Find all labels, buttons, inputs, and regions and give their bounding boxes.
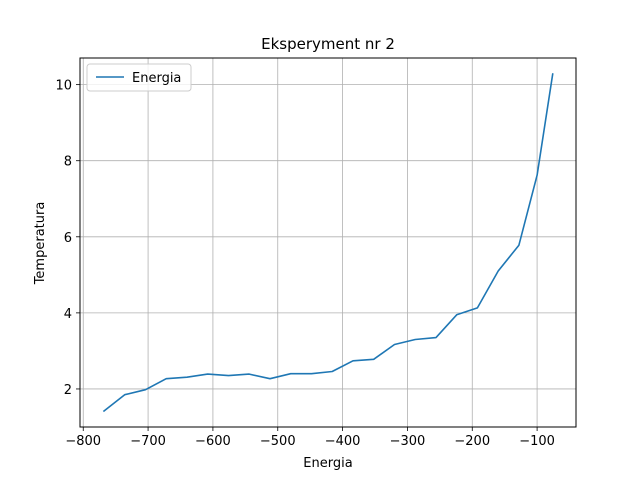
- legend-box: [86, 63, 192, 92]
- x-tick-label: −400: [325, 434, 361, 449]
- x-tick-label: −600: [195, 434, 231, 449]
- x-tick-label: −200: [454, 434, 490, 449]
- x-tick-label: −500: [260, 434, 296, 449]
- y-axis-label: Temperatura: [33, 202, 48, 286]
- plot-area-frame: [79, 57, 577, 428]
- x-tick-label: −300: [390, 434, 426, 449]
- y-tick-label: 4: [64, 307, 72, 322]
- y-tick-label: 2: [64, 383, 72, 398]
- chart-title: Eksperyment nr 2: [261, 35, 395, 53]
- x-axis-label: Energia: [303, 456, 352, 471]
- series-line-energia: [102, 73, 554, 413]
- y-tick-label: 8: [64, 155, 72, 170]
- y-tick-label: 10: [55, 79, 72, 94]
- x-tick-label: −100: [519, 434, 555, 449]
- x-tick-label: −800: [65, 434, 101, 449]
- x-tick-label: −700: [130, 434, 166, 449]
- x-axis-ticks: −800 −700 −600 −500 −400 −300 −200 −100: [65, 427, 555, 449]
- grid: [80, 58, 576, 427]
- y-axis-ticks: 2 4 6 8 10: [55, 79, 80, 398]
- y-tick-label: 6: [64, 231, 72, 246]
- legend-label-energia: Energia: [132, 71, 181, 86]
- legend: Energia: [86, 63, 192, 92]
